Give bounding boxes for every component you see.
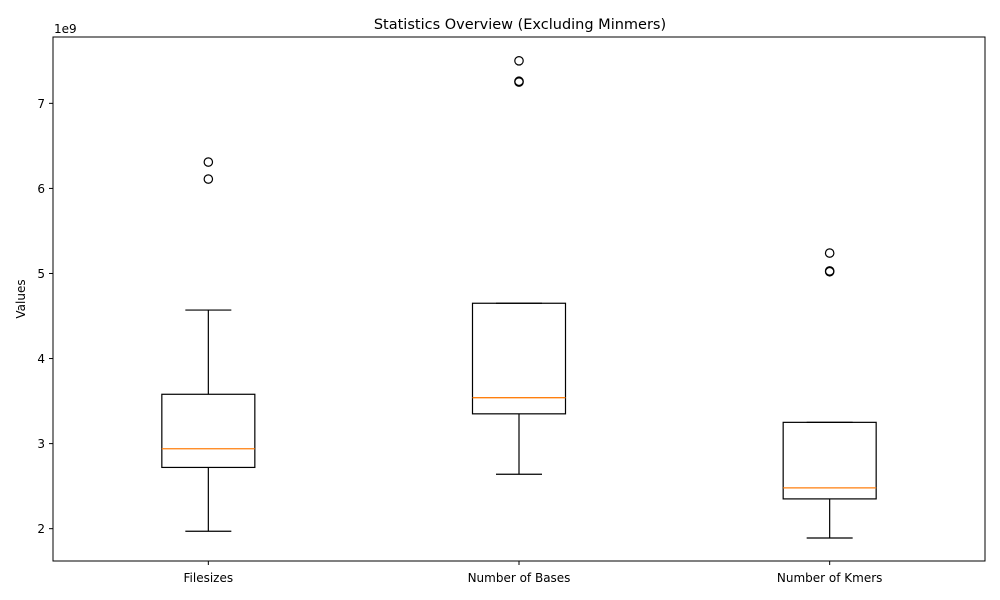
y-axis-label: Values bbox=[14, 279, 28, 318]
outlier-point bbox=[203, 174, 214, 184]
y-tick-label: 5 bbox=[37, 267, 45, 281]
outlier-point bbox=[824, 266, 835, 276]
x-axis-ticks: Filesizes Number of Bases Number of Kmers bbox=[184, 561, 883, 585]
y-tick-label: 4 bbox=[37, 352, 45, 366]
x-tick-label: Number of Bases bbox=[468, 571, 571, 585]
chart-title: Statistics Overview (Excluding Minmers) bbox=[374, 17, 666, 33]
outlier-point bbox=[824, 248, 835, 258]
y-axis-ticks: 2 3 4 5 6 7 bbox=[37, 97, 53, 536]
y-tick-label: 3 bbox=[37, 437, 45, 451]
box-iqr bbox=[161, 393, 256, 469]
x-tick-label: Number of Kmers bbox=[777, 571, 883, 585]
y-axis-offset-label: 1e9 bbox=[54, 22, 77, 36]
outlier-point bbox=[514, 56, 524, 66]
box-series bbox=[161, 56, 877, 539]
y-tick-label: 2 bbox=[37, 522, 45, 536]
plot-area-frame bbox=[52, 36, 986, 562]
box-1 bbox=[161, 157, 256, 532]
y-tick-label: 7 bbox=[37, 97, 45, 111]
box-iqr bbox=[471, 302, 567, 415]
box-2 bbox=[471, 56, 567, 475]
outlier-point bbox=[203, 157, 214, 167]
box-3 bbox=[782, 248, 877, 539]
x-tick-label: Filesizes bbox=[184, 571, 234, 585]
y-tick-label: 6 bbox=[37, 182, 45, 196]
outlier-point bbox=[514, 76, 524, 87]
box-iqr bbox=[782, 421, 877, 500]
